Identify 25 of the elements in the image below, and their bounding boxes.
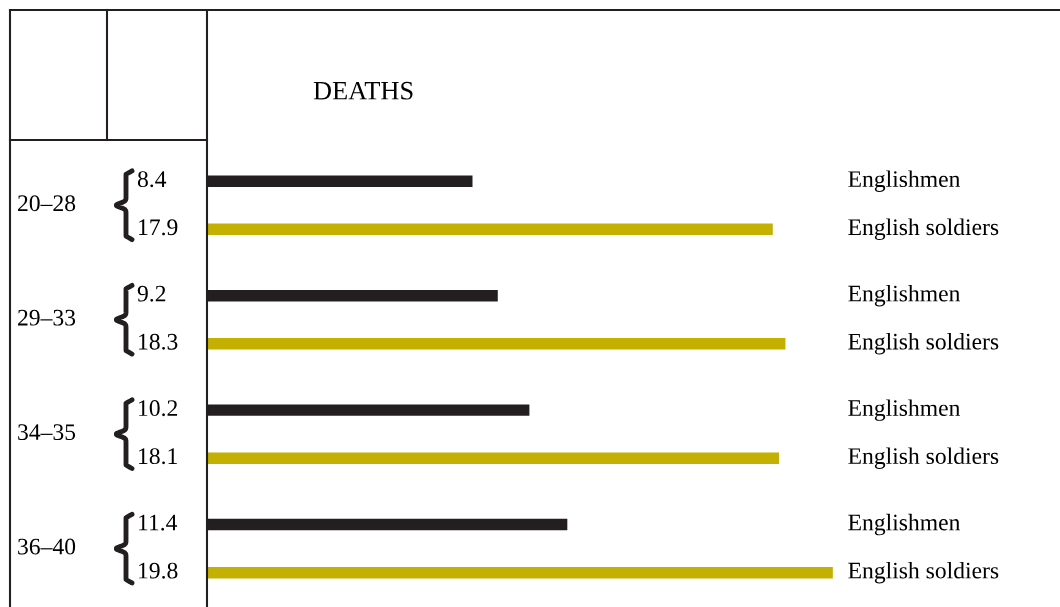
data-label: 8.4 — [137, 171, 167, 188]
data-label: 10.2 — [139, 400, 178, 417]
bar — [207, 452, 780, 464]
text: English soldiers — [848, 447, 999, 469]
data-label: 17.9 — [139, 219, 178, 236]
text: Englishmen — [848, 284, 961, 307]
data-label: 18.3 — [139, 333, 178, 350]
text: Englishmen — [848, 170, 961, 192]
data-label: 9.2 — [137, 285, 166, 302]
y-tick-label: 34–35 — [18, 424, 76, 441]
data-label: 18.1 — [139, 448, 177, 465]
series-label: English soldiers — [848, 561, 999, 584]
text: English soldiers — [848, 333, 999, 355]
bar — [207, 566, 833, 579]
bar — [207, 223, 773, 235]
text: Englishmen — [848, 513, 961, 536]
y-tick-label: 36–40 — [18, 538, 76, 555]
data-label: 19.8 — [139, 562, 178, 579]
text: English soldiers — [848, 218, 999, 241]
text: Englishmen — [848, 399, 961, 421]
y-tick-label: 20–28 — [18, 195, 76, 212]
chart-title: DEATHS — [313, 81, 413, 100]
data-label: 11.4 — [139, 514, 178, 531]
y-tick-label: 29–33 — [18, 309, 76, 326]
bar — [207, 338, 786, 350]
